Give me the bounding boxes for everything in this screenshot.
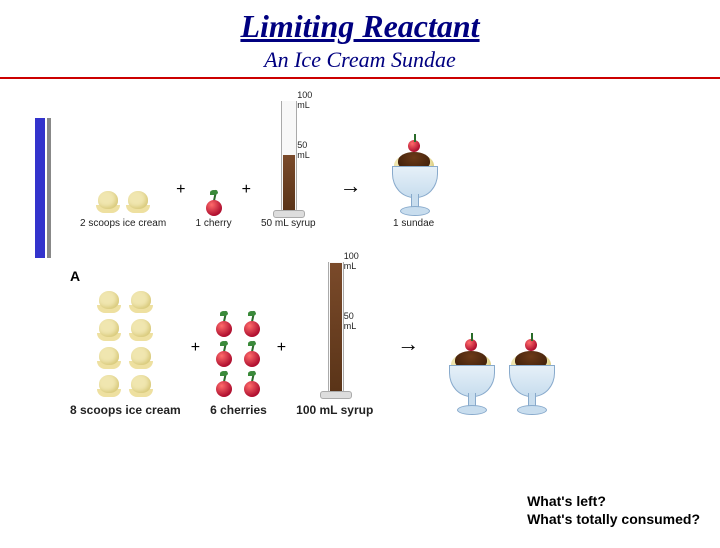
sundae-icon [443, 337, 499, 417]
cylinder-icon: 100 mL 50 mL [318, 259, 352, 399]
plus-operator: + [273, 339, 290, 417]
ice-cream-scoop-icon [95, 317, 123, 343]
inventory-row: 8 scoops ice cream + 6 cherries + [70, 259, 700, 417]
cherry-icon [240, 371, 264, 399]
sundaes-pair [443, 337, 559, 417]
title-underline [0, 77, 720, 79]
ice-cream-scoop-icon [95, 345, 123, 371]
sundae-icon [503, 337, 559, 417]
cherry-icon [212, 341, 236, 369]
inventory-syrup-label: 100 mL syrup [296, 403, 373, 417]
ice-cream-scoop-icon [95, 289, 123, 315]
ice-cream-scoop-icon [94, 189, 122, 215]
scoops-grid [95, 289, 155, 399]
tick-label: 100 mL [297, 90, 312, 110]
tick-label: 50 mL [344, 311, 357, 331]
question-left: What's left? [527, 492, 700, 510]
accent-shadow [47, 118, 51, 258]
cherry-icon [212, 311, 236, 339]
ice-cream-scoop-icon [127, 345, 155, 371]
ice-cream-scoop-icon [95, 373, 123, 399]
cherry-icon [202, 190, 226, 218]
equation-row: 2 scoops ice cream + 1 cherry + 100 mL 5… [80, 98, 700, 229]
reactant-cherry-label: 1 cherry [196, 218, 232, 229]
reactant-cherry: 1 cherry [196, 190, 232, 229]
ice-cream-scoop-icon [124, 189, 152, 215]
plus-operator: + [172, 181, 189, 229]
ice-cream-scoop-icon [127, 373, 155, 399]
tick-label: 100 mL [344, 251, 359, 271]
cherry-icon [240, 311, 264, 339]
inventory-scoops-label: 8 scoops ice cream [70, 403, 181, 417]
question-consumed: What's totally consumed? [527, 510, 700, 528]
inventory-cherries-label: 6 cherries [210, 403, 267, 417]
reactant-syrup-label: 50 mL syrup [261, 218, 316, 229]
section-marker: A [70, 268, 80, 284]
inventory-cherries: 6 cherries [210, 311, 267, 417]
cherry-icon [240, 341, 264, 369]
plus-operator: + [238, 181, 255, 229]
cylinder-icon: 100 mL 50 mL [271, 98, 305, 218]
cherry-icon [212, 371, 236, 399]
product-sundae: 1 sundae [386, 138, 442, 229]
tick-label: 50 mL [297, 140, 310, 160]
inventory-sundaes [443, 337, 559, 417]
cherries-grid [212, 311, 264, 399]
ice-cream-scoop-icon [127, 289, 155, 315]
scoops-pair [94, 189, 153, 218]
accent-bar [35, 118, 45, 258]
reactant-scoops: 2 scoops ice cream [80, 189, 166, 229]
yields-arrow-icon: → [379, 331, 437, 417]
reactant-scoops-label: 2 scoops ice cream [80, 218, 166, 229]
reactant-syrup: 100 mL 50 mL 50 mL syrup [261, 98, 316, 229]
slide-subtitle: An Ice Cream Sundae [0, 47, 720, 73]
inventory-scoops: 8 scoops ice cream [70, 289, 181, 417]
questions: What's left? What's totally consumed? [527, 492, 700, 528]
product-sundae-label: 1 sundae [393, 218, 434, 229]
yields-arrow-icon: → [322, 173, 380, 229]
slide: Limiting Reactant An Ice Cream Sundae 2 … [0, 8, 720, 548]
plus-operator: + [187, 339, 204, 417]
content-area: 2 scoops ice cream + 1 cherry + 100 mL 5… [70, 98, 700, 528]
inventory-syrup: 100 mL 50 mL 100 mL syrup [296, 259, 373, 417]
ice-cream-scoop-icon [127, 317, 155, 343]
sundae-icon [386, 138, 442, 218]
slide-title: Limiting Reactant [0, 8, 720, 45]
